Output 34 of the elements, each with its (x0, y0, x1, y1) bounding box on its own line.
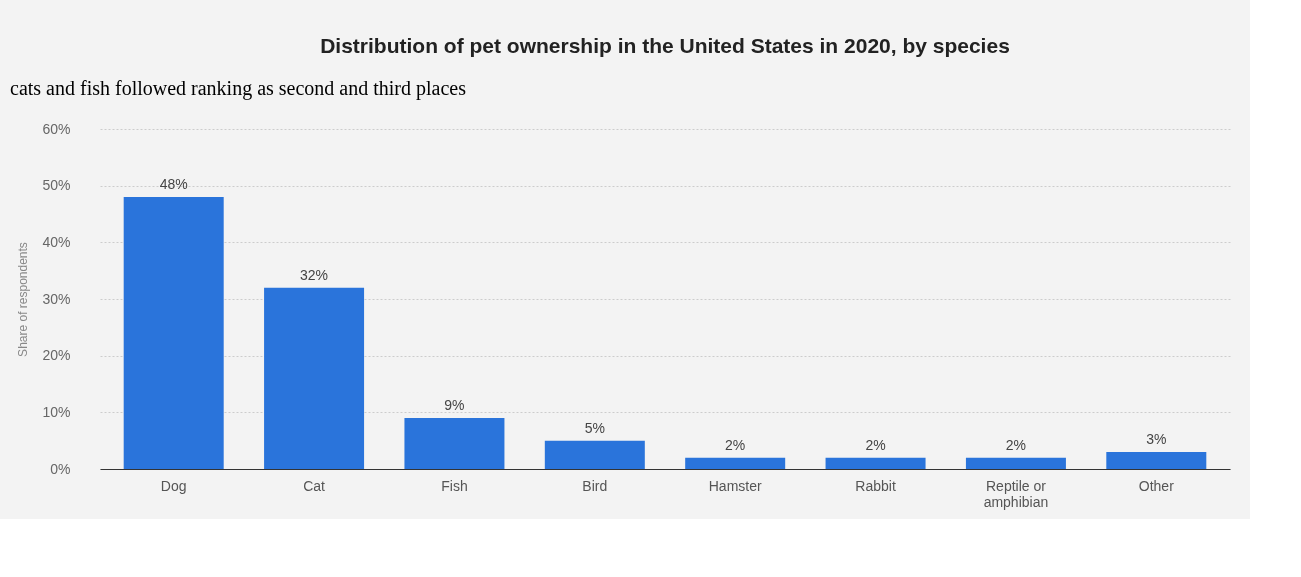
chart-title: Distribution of pet ownership in the United States in 2020, by species (320, 34, 1010, 57)
y-axis-title: Share of respondents (16, 242, 31, 357)
bar (123, 197, 224, 469)
data-label: 2% (725, 436, 746, 453)
x-tick-label: Hamster (708, 477, 762, 494)
y-tick-label: 20% (42, 347, 71, 364)
data-label: 2% (865, 436, 886, 453)
x-tick-label: Other (1138, 477, 1175, 494)
x-tick-label: Reptile or amphibian (983, 477, 1049, 510)
bar (404, 418, 505, 469)
data-label: 3% (1146, 431, 1167, 447)
bar (685, 457, 786, 469)
y-tick-label: 0% (50, 460, 71, 477)
bar (825, 457, 926, 469)
y-tick-label: 40% (42, 233, 71, 250)
x-tick-label: Cat (303, 477, 326, 494)
data-label: 9% (444, 397, 465, 413)
bar (544, 440, 645, 469)
data-label: 2% (1005, 436, 1027, 453)
x-tick-label: Fish (441, 477, 468, 494)
x-tick-label: Dog (160, 477, 187, 494)
data-label: 48% (159, 176, 188, 192)
x-tick-label: Bird (582, 477, 608, 494)
text: cats and fish followed ranking as second and third places (10, 77, 467, 100)
data-label: 5% (584, 419, 605, 436)
x-tick-label: Rabbit (855, 477, 896, 494)
data-label: 32% (300, 266, 329, 283)
y-tick-label: 30% (42, 290, 71, 307)
bar (264, 287, 365, 469)
y-tick-label: 10% (42, 403, 71, 420)
y-tick-label: 60% (42, 120, 71, 137)
y-tick-label: 50% (42, 177, 71, 194)
bar (1106, 452, 1207, 469)
bar (965, 457, 1066, 469)
